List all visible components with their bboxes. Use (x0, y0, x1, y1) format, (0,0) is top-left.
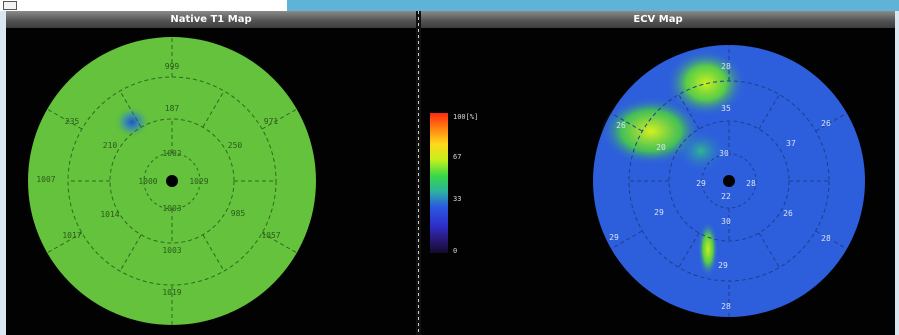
top-strip (0, 0, 899, 11)
t1-segment-label: 1014 (100, 210, 119, 219)
color-scale-mid-label: 33 (453, 195, 461, 203)
native-t1-panel: Native T1 Map (6, 11, 416, 335)
ecv-view[interactable]: 100[%] 67 33 0 (421, 11, 895, 335)
ecv-mid-value-region (675, 129, 727, 173)
ecv-segment-label: 30 (719, 149, 729, 158)
t1-segment-label: 1002 (162, 149, 181, 158)
t1-segment-label: 971 (264, 117, 279, 126)
t1-low-value-region (114, 106, 150, 138)
ecv-segment-label: 28 (746, 179, 756, 188)
ecv-segment-label: 28 (721, 62, 731, 71)
ecv-segment-label: 37 (786, 139, 796, 148)
ecv-segment-label: 28 (721, 302, 731, 311)
ecv-high-value-region (666, 49, 746, 117)
ecv-segment-label: 20 (656, 143, 666, 152)
color-scale-max-label: 100[%] (453, 113, 478, 121)
ecv-segment-label: 22 (721, 192, 731, 201)
t1-segment-label: 1029 (189, 177, 208, 186)
ecv-segment-label: 30 (721, 217, 731, 226)
top-strip-left (0, 0, 287, 11)
ecv-segment-label: 26 (616, 121, 626, 130)
t1-segment-label: 1007 (36, 175, 55, 184)
ecv-segment-label: 29 (696, 179, 706, 188)
color-scale-bar (430, 113, 448, 253)
t1-segment-label: 999 (165, 62, 180, 71)
t1-segment-label: 1019 (162, 288, 181, 297)
t1-segment-label: 187 (165, 104, 180, 113)
t1-segment-label: 235 (65, 117, 80, 126)
t1-segment-label: 1003 (162, 204, 181, 213)
t1-segment-label: 1057 (261, 231, 280, 240)
ecv-title: ECV Map (421, 11, 895, 28)
window-icon (3, 1, 17, 10)
ecv-segment-label: 35 (721, 104, 731, 113)
t1-segment-label: 250 (228, 141, 243, 150)
ecv-segment-label: 26 (821, 119, 831, 128)
t1-segment-label: 210 (103, 141, 118, 150)
ecv-high-value-streak (698, 221, 718, 277)
color-scale-min-label: 0 (453, 247, 457, 255)
t1-segment-label: 985 (231, 209, 246, 218)
color-scale-upper-label: 67 (453, 153, 461, 161)
ecv-segment-label: 29 (654, 208, 664, 217)
t1-segment-label: 1017 (62, 231, 81, 240)
native-t1-bullseye[interactable]: 999 187 971 250 1057 985 235 210 1002 10… (6, 11, 416, 335)
t1-center-dot (166, 175, 178, 187)
ecv-center-dot (723, 175, 735, 187)
ecv-segment-label: 29 (609, 233, 619, 242)
t1-segment-label: 1003 (162, 246, 181, 255)
ecv-panel: ECV Map (421, 11, 895, 335)
t1-segment-label: 1000 (138, 177, 157, 186)
panel-divider[interactable] (416, 11, 421, 335)
ecv-segment-label: 26 (783, 209, 793, 218)
ecv-segment-label: 28 (821, 234, 831, 243)
ecv-segment-label: 29 (718, 261, 728, 270)
native-t1-title: Native T1 Map (6, 11, 416, 28)
